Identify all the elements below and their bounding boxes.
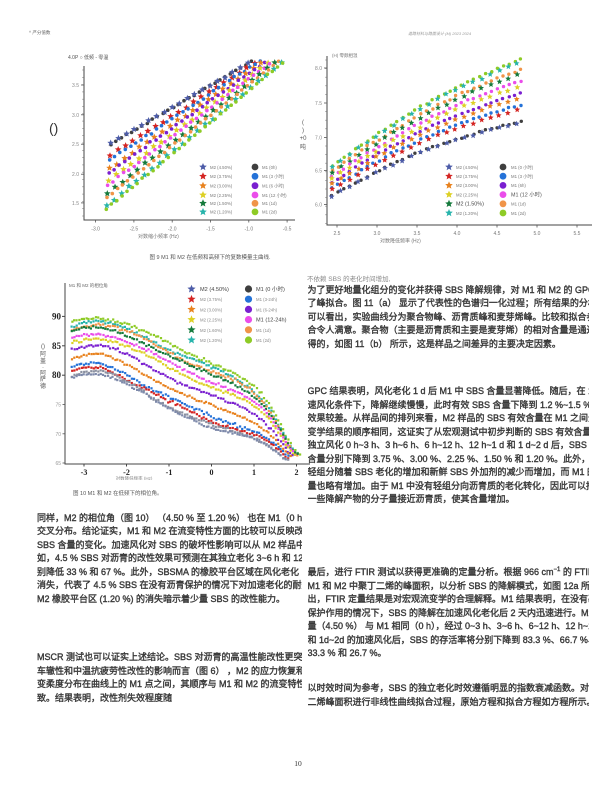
svg-text:-2.0: -2.0 [168, 227, 177, 233]
svg-text:2.0: 2.0 [72, 172, 79, 178]
svg-text:3.5: 3.5 [72, 83, 79, 89]
svg-text:M1 (12 小时): M1 (12 小时) [511, 190, 542, 198]
svg-text:3.0: 3.0 [72, 113, 79, 119]
svg-text:80: 80 [52, 370, 62, 380]
svg-text:M1 (2d): M1 (2d) [256, 338, 271, 343]
svg-text:M2 (3.00%): M2 (3.00%) [210, 184, 233, 189]
svg-text:-2: -2 [123, 468, 130, 477]
svg-text:+0: +0 [300, 136, 308, 142]
svg-text:-1.0: -1.0 [244, 227, 253, 233]
svg-text:(): () [41, 344, 45, 350]
svg-text:对数降低频率 (Hz): 对数降低频率 (Hz) [116, 475, 153, 480]
svg-text:1.5: 1.5 [72, 201, 79, 207]
svg-text:M1 和 M2 的相位角: M1 和 M2 的相位角 [69, 282, 108, 289]
svg-text:M2 (2.25%): M2 (2.25%) [200, 318, 223, 323]
svg-text:M1 (6 小时): M1 (6 小时) [262, 183, 285, 190]
svg-text:5.0: 5.0 [534, 231, 541, 237]
svg-text:M2 (4.50%): M2 (4.50%) [200, 287, 229, 293]
svg-text:对数降低频率 (Hz): 对数降低频率 (Hz) [380, 238, 421, 245]
svg-text:M1 (3-24h): M1 (3-24h) [256, 297, 278, 302]
svg-text:7.5: 7.5 [315, 101, 322, 107]
svg-text:M1 (1d): M1 (1d) [511, 202, 526, 207]
svg-text:M2 (1.20%): M2 (1.20%) [456, 211, 479, 216]
svg-text:M1 (1d): M1 (1d) [262, 201, 277, 206]
svg-text:65: 65 [55, 461, 61, 467]
svg-text:M2 (2.25%): M2 (2.25%) [210, 193, 233, 198]
svg-text:M1 (6h): M1 (6h) [511, 183, 526, 188]
svg-text:M2 (1.60%): M2 (1.60%) [200, 328, 223, 333]
svg-text:德: 德 [40, 382, 46, 390]
svg-text:M2 (1.50%): M2 (1.50%) [210, 201, 233, 206]
svg-text:M2 (2.25%): M2 (2.25%) [456, 192, 479, 197]
svg-text:90: 90 [52, 311, 62, 321]
svg-text:·: · [42, 365, 44, 371]
svg-text:M1 (3 小时): M1 (3 小时) [262, 173, 285, 180]
svg-text:M1 (0h): M1 (0h) [262, 165, 277, 170]
svg-text:6.0: 6.0 [315, 203, 322, 209]
svg-text:吨: 吨 [300, 143, 306, 151]
svg-text:M1 (1d): M1 (1d) [256, 328, 271, 333]
svg-text:85: 85 [52, 341, 62, 351]
svg-text:2.5: 2.5 [334, 231, 341, 237]
svg-text:7.0: 7.0 [315, 136, 322, 142]
svg-text:1: 1 [252, 468, 256, 477]
svg-text:M1 (2d): M1 (2d) [262, 210, 277, 215]
svg-text:M1 (0 小时): M1 (0 小时) [256, 285, 285, 293]
svg-text:4.0P ○ 低频 - 零温: 4.0P ○ 低频 - 零温 [68, 54, 108, 61]
svg-text:2: 2 [295, 468, 299, 477]
svg-text:M2 (3.75%): M2 (3.75%) [210, 174, 233, 179]
svg-text:75: 75 [55, 402, 61, 408]
svg-text:M1 (6-24h): M1 (6-24h) [256, 307, 278, 312]
svg-text:M1 (0 小时): M1 (0 小时) [511, 164, 534, 171]
svg-text:-1.5: -1.5 [206, 227, 215, 233]
svg-text:3.0: 3.0 [374, 231, 381, 237]
svg-text:阿: 阿 [40, 369, 46, 377]
svg-text:M2 (4.50%): M2 (4.50%) [456, 165, 479, 170]
svg-text:M2 (1.20%): M2 (1.20%) [200, 338, 223, 343]
svg-text:2.5: 2.5 [72, 142, 79, 148]
svg-text:(H) 零颇相温: (H) 零颇相温 [332, 52, 358, 59]
svg-text:70: 70 [55, 432, 61, 438]
svg-text:M1 (12 小时): M1 (12 小时) [262, 192, 287, 199]
svg-text:8.0: 8.0 [315, 66, 322, 72]
svg-text:M2 (3.75%): M2 (3.75%) [456, 174, 479, 179]
svg-text:5.5: 5.5 [574, 231, 581, 237]
svg-text:M1 (2d): M1 (2d) [511, 211, 526, 216]
svg-text:): ) [302, 128, 304, 134]
svg-text:M2 (3.00%): M2 (3.00%) [200, 307, 223, 312]
svg-text:M1 (3 小时): M1 (3 小时) [511, 173, 534, 180]
svg-text:萨: 萨 [40, 375, 46, 383]
svg-text:(): () [49, 120, 58, 136]
svg-text:阿: 阿 [40, 350, 46, 358]
svg-text:M2 (3.00%): M2 (3.00%) [456, 183, 479, 188]
svg-text:盖: 盖 [40, 357, 46, 365]
svg-text:M2 (1.50%): M2 (1.50%) [456, 202, 484, 208]
svg-text:-3: -3 [81, 468, 88, 477]
svg-text:-0.5: -0.5 [283, 227, 292, 233]
svg-text:M2 (4.50%): M2 (4.50%) [210, 165, 233, 170]
svg-text:M1 (12-24h): M1 (12-24h) [256, 318, 287, 324]
svg-text:对数缩小频率 (Hz): 对数缩小频率 (Hz) [138, 233, 179, 240]
svg-text:M2 (3.75%): M2 (3.75%) [200, 297, 223, 302]
svg-text:4.5: 4.5 [494, 231, 501, 237]
svg-text:6.5: 6.5 [315, 168, 322, 174]
svg-text:0: 0 [210, 468, 214, 477]
svg-text:4.0: 4.0 [454, 231, 461, 237]
svg-text:(: ( [302, 120, 304, 126]
svg-text:-2.5: -2.5 [130, 227, 139, 233]
svg-text:-1: -1 [166, 468, 173, 477]
svg-text:3.5: 3.5 [414, 231, 421, 237]
svg-text:M2 (1.20%): M2 (1.20%) [210, 210, 233, 215]
svg-text:-3.0: -3.0 [91, 227, 100, 233]
